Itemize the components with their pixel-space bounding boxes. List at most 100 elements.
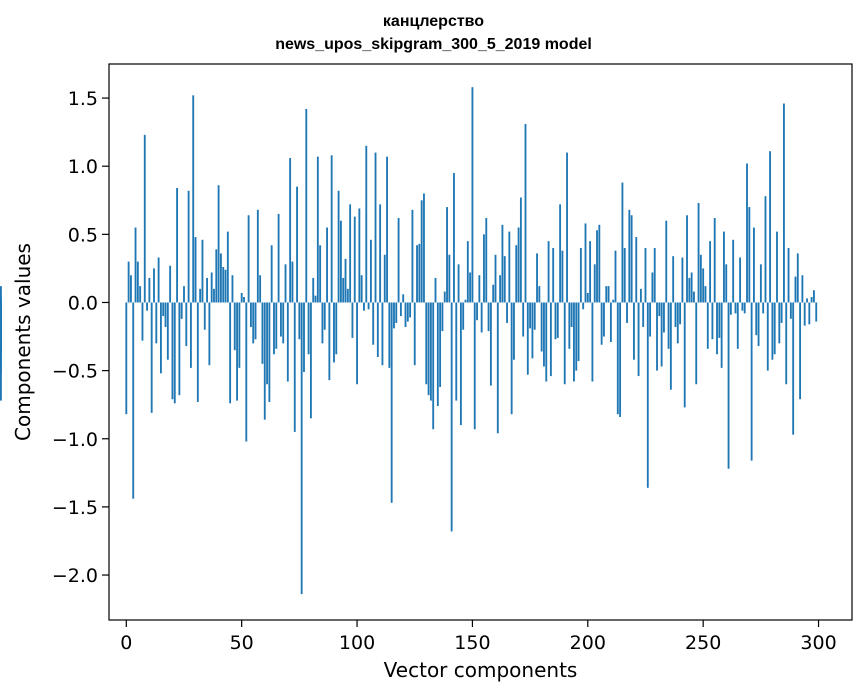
bar [429, 302, 432, 401]
bars-group [0, 87, 818, 595]
bar [736, 302, 739, 349]
bar [333, 302, 335, 363]
bar [674, 302, 677, 328]
bar [393, 302, 395, 329]
bar [639, 288, 642, 303]
bar [766, 302, 769, 371]
bar [755, 302, 758, 336]
bar [316, 156, 319, 303]
bar [633, 302, 635, 360]
bar [810, 297, 813, 303]
bar [672, 256, 675, 303]
bar [367, 302, 370, 310]
y-tick-label: −2.0 [52, 565, 98, 587]
bar [399, 302, 402, 317]
bar [402, 294, 405, 303]
y-tick-label: 0.5 [68, 224, 98, 246]
bar [247, 215, 250, 303]
bar [508, 231, 511, 303]
bar [406, 302, 409, 322]
bar [224, 269, 227, 303]
bar [478, 275, 481, 303]
bar [771, 302, 774, 360]
bar [314, 295, 317, 303]
bar [148, 277, 151, 303]
bar [236, 302, 238, 401]
bar [596, 230, 598, 303]
bar [803, 302, 806, 326]
bar [773, 302, 776, 355]
bar [374, 152, 377, 303]
bar [441, 302, 444, 332]
x-tick-label: 50 [230, 632, 254, 654]
bar [321, 302, 324, 344]
bar [776, 231, 778, 303]
bar [702, 268, 705, 303]
bar [709, 241, 712, 303]
bar [376, 302, 379, 357]
bar [529, 302, 532, 329]
bar [450, 302, 453, 532]
bar [189, 302, 192, 368]
bar [381, 302, 384, 366]
bar [296, 186, 298, 303]
bar [573, 302, 575, 382]
bar [515, 245, 518, 303]
bar [305, 108, 308, 303]
bar [166, 302, 169, 360]
bar [291, 261, 294, 303]
bar [363, 302, 365, 311]
y-axis-ticks: −2.0 −1.5 −1.0 −0.5 0.0 0.5 1.0 1.5 [52, 88, 109, 587]
bar [418, 243, 421, 303]
bar [196, 302, 199, 402]
bar [531, 302, 534, 359]
bar [517, 227, 520, 303]
bar [630, 215, 633, 303]
bar [586, 292, 589, 303]
bar [423, 193, 425, 303]
bar [349, 204, 352, 303]
x-tick-label: 150 [454, 632, 490, 654]
bar [513, 302, 515, 360]
bar [577, 302, 580, 362]
bar [448, 254, 451, 303]
bar [598, 224, 601, 303]
bar [600, 302, 603, 345]
bar [614, 250, 617, 303]
bar [554, 302, 557, 340]
bar [268, 302, 271, 402]
bar [136, 261, 139, 303]
bar [277, 213, 280, 303]
bar [358, 208, 361, 303]
bar [503, 256, 506, 303]
bar [245, 302, 248, 442]
bar [649, 302, 652, 337]
bar [561, 250, 564, 303]
bar [679, 302, 682, 325]
bar [157, 257, 160, 303]
bar [635, 237, 638, 303]
axes-frame [108, 63, 853, 621]
bar [792, 302, 795, 435]
bar [183, 286, 185, 303]
bar [303, 302, 305, 372]
bar [665, 220, 668, 303]
bar [646, 302, 649, 488]
bar [146, 302, 148, 311]
bar [273, 302, 275, 355]
bar [127, 261, 130, 303]
bar [323, 302, 326, 330]
bar [0, 302, 2, 352]
bar [743, 302, 746, 314]
bar [141, 302, 144, 341]
bar [785, 302, 788, 385]
bar [328, 302, 331, 381]
bar [143, 134, 146, 303]
bar [801, 275, 804, 303]
bar [206, 277, 208, 303]
bar [453, 173, 455, 303]
bar [501, 224, 504, 303]
bar [609, 302, 612, 342]
bar [155, 302, 158, 344]
bar [510, 302, 513, 415]
